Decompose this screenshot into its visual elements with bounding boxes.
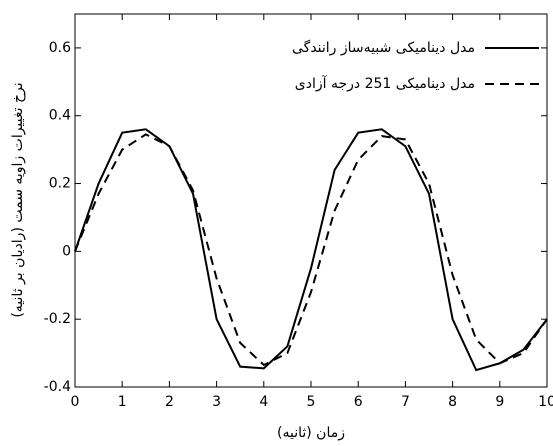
legend-label: مدل دینامیکی شبیه‌ساز رانندگی [292,39,475,56]
y-tick-label: 0.2 [49,176,71,192]
x-tick-label: 4 [259,394,268,410]
x-axis-label: زمان (ثانیه) [277,425,345,441]
x-tick-label: 3 [212,394,221,410]
y-tick-label: -0.4 [44,379,71,395]
x-tick-label: 8 [448,394,457,410]
y-tick-label: 0 [62,243,71,259]
x-tick-label: 1 [118,394,127,410]
x-tick-label: 2 [165,394,174,410]
y-tick-label: 0.4 [49,108,71,124]
plot-frame [74,13,548,388]
y-tick-label: 0.6 [49,40,71,56]
series-line [74,133,548,367]
x-tick-label: 9 [495,394,504,410]
x-tick-label: 5 [307,394,316,410]
legend-label: مدل دینامیکی 251 درجه آزادی [295,75,475,92]
x-tick-label: 10 [538,394,553,410]
series-line [74,128,548,372]
x-tick-label: 0 [71,394,80,410]
x-tick-label: 7 [401,394,410,410]
y-tick-label: -0.2 [44,311,71,327]
x-tick-label: 6 [354,394,363,410]
y-axis-label: نرخ تغییرات زاویه سمت (رادیان بر ثانیه) [10,82,26,317]
